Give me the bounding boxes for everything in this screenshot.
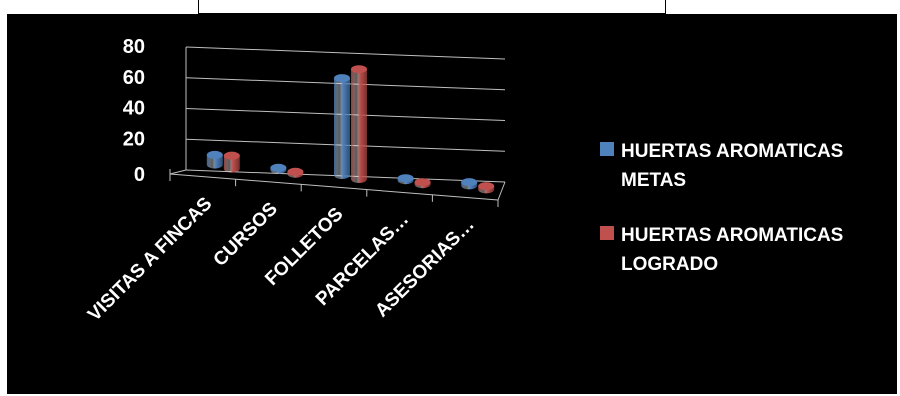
legend-swatch bbox=[600, 142, 614, 156]
x-tick-label: CURSOS bbox=[210, 198, 282, 270]
legend-label: HUERTAS AROMATICAS bbox=[621, 225, 843, 246]
bar-top bbox=[223, 151, 240, 160]
bar-metas bbox=[397, 174, 414, 185]
gridline bbox=[185, 46, 506, 60]
bar-body bbox=[351, 69, 367, 183]
legend-swatch bbox=[600, 226, 614, 240]
y-tick-label: 20 bbox=[123, 128, 145, 150]
bar-top bbox=[397, 174, 414, 183]
y-tick-label: 80 bbox=[123, 36, 145, 58]
legend-label: HUERTAS AROMATICAS bbox=[621, 141, 843, 162]
bar-body bbox=[334, 78, 350, 179]
floor-right-edge bbox=[497, 181, 506, 201]
chart-area bbox=[7, 14, 897, 394]
bar-metas bbox=[334, 74, 350, 179]
bar-top bbox=[270, 163, 287, 172]
bar-top bbox=[478, 182, 495, 191]
y-tick-label: 0 bbox=[134, 164, 145, 186]
chart-title-box bbox=[198, 0, 666, 14]
bar-logrado bbox=[414, 178, 431, 189]
x-tick-label: VISITAS A FINCAS bbox=[84, 193, 216, 325]
bar-logrado bbox=[287, 167, 304, 178]
legend-label: METAS bbox=[621, 170, 686, 191]
left-wall-floor-edge bbox=[169, 169, 187, 175]
y-tick-label: 40 bbox=[123, 98, 145, 120]
y-tick-label: 60 bbox=[123, 67, 145, 89]
bar-metas bbox=[270, 163, 287, 174]
bar-logrado bbox=[223, 151, 240, 173]
floor-front-edge bbox=[169, 173, 499, 201]
bar-top bbox=[461, 178, 478, 187]
legend-label: LOGRADO bbox=[621, 254, 718, 275]
bar-top bbox=[206, 150, 223, 159]
bar-top bbox=[287, 167, 304, 176]
bar-top bbox=[351, 65, 367, 74]
bar-logrado bbox=[478, 182, 495, 194]
bar-body bbox=[223, 155, 240, 173]
bar-metas bbox=[461, 178, 478, 190]
bar-top bbox=[334, 74, 350, 83]
bar-logrado bbox=[351, 65, 367, 183]
bar-metas bbox=[206, 150, 223, 169]
bar-top bbox=[414, 178, 431, 187]
